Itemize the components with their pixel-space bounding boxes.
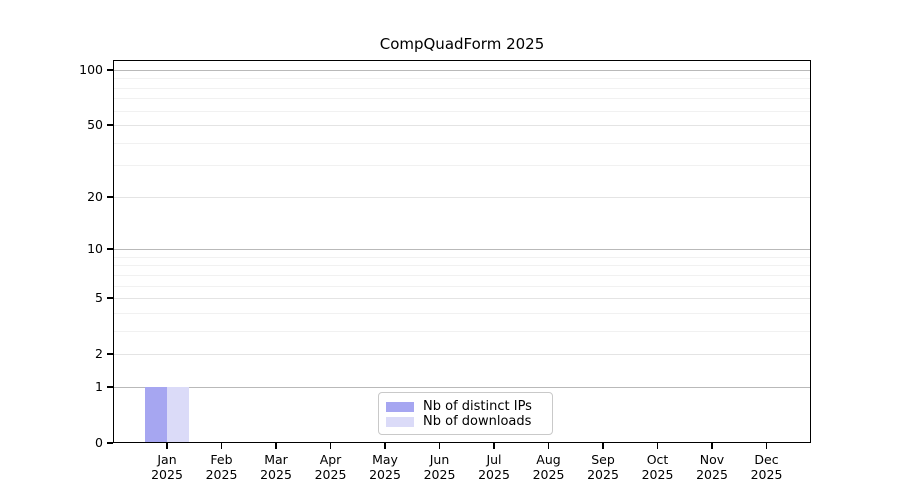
- x-tick-label: Feb 2025: [205, 452, 238, 482]
- gridline: [113, 256, 811, 258]
- gridline: [113, 285, 811, 287]
- gridline: [113, 330, 811, 332]
- y-tick-label: 100: [79, 61, 103, 77]
- gridline: [113, 87, 811, 89]
- legend-swatch-downloads-icon: [386, 416, 414, 427]
- gridline: [113, 69, 811, 71]
- y-tick-mark: [107, 353, 113, 355]
- x-tick-mark: [493, 443, 495, 449]
- x-tick-mark: [711, 443, 713, 449]
- x-tick-mark: [329, 443, 332, 449]
- x-tick-mark: [547, 443, 550, 449]
- y-tick-mark: [107, 124, 113, 127]
- x-tick-label: Dec 2025: [750, 452, 783, 482]
- y-tick-label: 20: [87, 188, 103, 204]
- x-tick-label: Aug 2025: [532, 452, 565, 482]
- x-tick-mark: [384, 443, 386, 449]
- gridline: [113, 249, 811, 251]
- x-tick-mark: [656, 443, 659, 449]
- x-tick-mark: [438, 443, 441, 449]
- x-tick-mark: [765, 443, 768, 449]
- y-tick-label: 5: [95, 290, 103, 306]
- gridline: [113, 142, 811, 144]
- x-tick-mark: [602, 443, 604, 449]
- y-tick-label: 0: [95, 435, 103, 450]
- y-tick-mark: [107, 248, 113, 250]
- x-tick-label: Sep 2025: [587, 452, 619, 482]
- y-tick-label: 50: [87, 117, 103, 133]
- legend-swatch-distinct-ips-icon: [386, 401, 414, 412]
- gridline: [113, 110, 811, 112]
- gridline: [113, 265, 811, 267]
- legend-label-distinct-ips: Nb of distinct IPs: [423, 399, 532, 414]
- x-tick-mark: [166, 443, 168, 449]
- gridline: [113, 98, 811, 100]
- gridline: [113, 78, 811, 80]
- x-tick-label: May 2025: [369, 452, 401, 482]
- legend-item-distinct-ips: Nb of distinct IPs: [386, 399, 544, 414]
- x-tick-label: Mar 2025: [260, 452, 292, 482]
- bar-distinct_ips: [145, 386, 167, 443]
- y-tick-label: 1: [95, 378, 103, 394]
- x-tick-mark: [220, 443, 223, 449]
- legend: Nb of distinct IPs Nb of downloads: [378, 392, 553, 435]
- legend-item-downloads: Nb of downloads: [386, 414, 544, 429]
- x-tick-mark: [275, 443, 277, 449]
- chart-title: CompQuadForm 2025: [379, 35, 545, 53]
- gridline: [113, 125, 811, 127]
- gridline: [113, 312, 811, 314]
- legend-label-downloads: Nb of downloads: [423, 414, 532, 429]
- x-tick-label: Jan 2025: [151, 452, 183, 482]
- x-tick-label: Apr 2025: [314, 452, 347, 482]
- y-tick-label: 10: [87, 241, 103, 257]
- y-tick-mark: [107, 68, 113, 71]
- gridline: [113, 196, 811, 198]
- gridline: [113, 354, 811, 356]
- x-tick-label: Oct 2025: [641, 452, 674, 482]
- gridline: [113, 298, 811, 300]
- y-tick-mark: [107, 297, 113, 299]
- gridline: [113, 165, 811, 167]
- y-tick-mark: [107, 195, 113, 198]
- x-tick-label: Nov 2025: [696, 452, 728, 482]
- plot-frame: [113, 60, 811, 443]
- y-tick-mark: [107, 385, 113, 388]
- y-tick-mark: [107, 442, 113, 444]
- x-tick-label: Jun 2025: [423, 452, 456, 482]
- gridline: [113, 274, 811, 276]
- y-tick-label: 2: [95, 346, 103, 362]
- gridline: [113, 386, 811, 388]
- x-tick-label: Jul 2025: [478, 452, 510, 482]
- bar-downloads: [167, 386, 189, 443]
